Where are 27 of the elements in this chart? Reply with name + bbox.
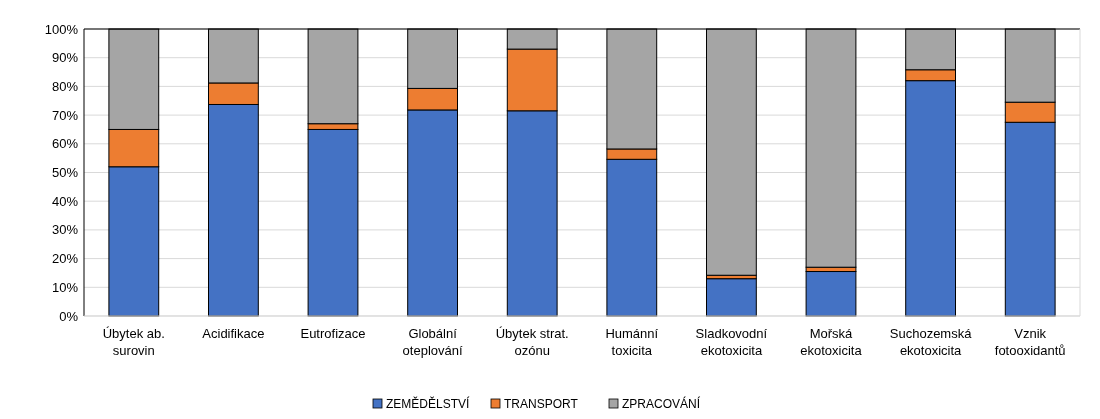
x-tick-label: Eutrofizace xyxy=(300,326,366,341)
bar xyxy=(307,128,359,317)
x-tick-label: Vznik fotooxidantů xyxy=(994,326,1066,358)
x-tick-label: Suchozemská ekotoxicita xyxy=(889,326,973,358)
y-tick-label: 20% xyxy=(51,251,79,267)
x-tick-label: Globální oteplování xyxy=(402,326,463,358)
y-tick-label: 40% xyxy=(51,193,79,209)
y-tick-label: 60% xyxy=(51,136,79,152)
y-tick-label: 30% xyxy=(51,222,79,238)
x-tick-label: Sladkovodní ekotoxicita xyxy=(695,326,768,358)
y-tick-label: 70% xyxy=(51,107,79,123)
legend-label: TRANSPORT xyxy=(504,396,579,411)
y-tick-label: 90% xyxy=(51,50,79,66)
y-tick-label: 0% xyxy=(59,308,79,324)
bar xyxy=(805,271,857,317)
y-tick-label: 100% xyxy=(44,21,79,37)
x-tick-label: Úbytek ab. surovin xyxy=(102,326,165,358)
x-tick-label: Acidifikace xyxy=(202,326,265,341)
x-tick-label: Úbytek strat. ozónu xyxy=(495,326,569,358)
y-tick-label: 10% xyxy=(51,279,79,295)
legend-label: ZEMĚDĚLSTVÍ xyxy=(386,395,471,411)
y-tick-label: 80% xyxy=(51,78,79,94)
bar xyxy=(706,278,757,317)
legend-label: ZPRACOVÁNÍ xyxy=(622,395,701,411)
y-tick-label: 50% xyxy=(51,165,79,181)
x-tick-label: Mořská ekotoxicita xyxy=(800,326,863,358)
x-tick-label: Humánní toxicita xyxy=(605,326,659,358)
